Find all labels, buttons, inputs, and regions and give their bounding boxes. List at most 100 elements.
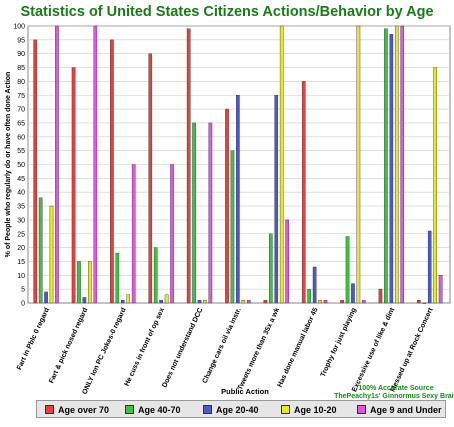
bar-2-0: [44, 291, 48, 304]
legend-label: Age 10-20: [294, 405, 337, 415]
legend-swatch: [125, 405, 134, 414]
bar-4-7: [323, 300, 328, 304]
legend-item: Age 20-40: [203, 404, 259, 416]
legend-label: Age over 70: [58, 405, 110, 415]
bar-0-6: [263, 300, 268, 304]
bar-1-10: [422, 302, 427, 304]
y-tick-label: 0: [21, 301, 25, 308]
bar-2-1: [82, 297, 87, 304]
bar-4-1: [93, 25, 98, 304]
y-tick-label: 65: [17, 120, 25, 127]
legend-swatch: [45, 405, 54, 414]
bar-3-5: [241, 300, 246, 304]
y-tick-label: 50: [17, 162, 25, 169]
bar-0-5: [225, 108, 229, 304]
legend-item: Age over 70: [45, 404, 109, 416]
chart-legend: Age over 70 Age 40-70 Age 20-40 Age 10-20 Ag…: [36, 400, 446, 418]
bar-2-4: [197, 300, 202, 304]
y-tick-label: 70: [17, 107, 25, 114]
bar-4-3: [170, 164, 174, 304]
bar-3-3: [164, 294, 169, 304]
bar-2-9: [389, 34, 394, 304]
bar-2-3: [159, 300, 163, 304]
bar-4-6: [285, 219, 289, 304]
bar-2-6: [274, 95, 279, 304]
y-tick-label: 40: [17, 190, 25, 197]
bar-0-1: [71, 67, 76, 304]
y-tick-label: 85: [17, 65, 25, 72]
bar-2-5: [236, 95, 240, 304]
bar-1-0: [38, 197, 43, 304]
legend-label: Age 40-70: [138, 405, 181, 415]
source-annotation-1: ThePeachy1s' Ginnormus Sexy Brain: [334, 393, 454, 400]
bar-2-8: [351, 283, 355, 304]
x-tick-label: Fart & pick nosed regard: [48, 307, 89, 385]
y-tick-label: 35: [17, 204, 25, 211]
bar-3-9: [394, 25, 399, 304]
bar-2-7: [312, 266, 317, 304]
bar-0-7: [301, 81, 306, 304]
bar-3-6: [279, 25, 284, 304]
legend-swatch: [203, 405, 212, 414]
bar-3-8: [356, 25, 361, 304]
bar-1-6: [269, 233, 273, 304]
bar-0-0: [33, 39, 37, 304]
bar-0-10: [417, 300, 421, 304]
x-tick-label: Trophy for just playing: [320, 307, 358, 378]
y-tick-label: 20: [17, 245, 25, 252]
y-tick-label: 15: [17, 259, 25, 266]
bar-1-9: [384, 28, 388, 304]
y-tick-label: 80: [17, 79, 25, 86]
bar-3-1: [88, 261, 92, 304]
legend-swatch: [281, 405, 290, 414]
bar-2-2: [120, 300, 125, 304]
bar-0-9: [378, 288, 383, 304]
bar-4-10: [438, 275, 443, 304]
bar-3-4: [203, 300, 207, 304]
y-axis-label: % of People who regularly do or have oft…: [5, 72, 12, 258]
bar-3-2: [126, 294, 131, 304]
source-annotation-0: 100% Accurate Source: [358, 385, 433, 392]
legend-label: Age 9 and Under: [370, 405, 442, 415]
x-tick-label: Change cars oil via instr.: [202, 307, 243, 385]
bar-1-3: [153, 247, 158, 304]
y-tick-label: 25: [17, 231, 25, 238]
x-tick-label: ONLY Ion PC Jokes-0 regard: [81, 307, 127, 396]
bar-0-8: [340, 300, 344, 304]
legend-swatch: [357, 405, 366, 414]
x-tick-label: Excessive use of like & dint: [351, 306, 396, 393]
bar-1-4: [192, 122, 196, 304]
bar-4-0: [55, 25, 59, 304]
bar-3-10: [433, 67, 437, 304]
y-tick-label: 60: [17, 134, 25, 141]
bar-4-9: [400, 25, 405, 304]
y-tick-label: 75: [17, 93, 25, 100]
y-tick-label: 100: [13, 24, 25, 31]
legend-item: Age 40-70: [125, 404, 181, 416]
legend-label: Age 20-40: [216, 405, 259, 415]
x-tick-label: Does not understand DCC: [161, 307, 204, 389]
bar-3-0: [49, 205, 54, 304]
bar-2-10: [427, 230, 432, 304]
bar-1-2: [115, 252, 120, 304]
bar-1-8: [345, 236, 350, 304]
bar-4-8: [362, 300, 366, 304]
bar-4-4: [208, 122, 213, 304]
x-tick-label: Tweets more than 35x a wk: [237, 307, 281, 391]
bar-0-2: [110, 39, 114, 304]
x-axis-label: Public Action: [221, 387, 269, 396]
x-tick-label: Has done manual labor 45: [277, 307, 320, 389]
y-tick-label: 90: [17, 51, 25, 58]
chart-title: Statistics of United States Citizens Act…: [20, 4, 433, 20]
bar-3-7: [318, 300, 322, 304]
legend-item: Age 10-20: [281, 404, 337, 416]
y-tick-label: 55: [17, 148, 25, 155]
bar-4-2: [131, 164, 136, 304]
bar-4-5: [246, 300, 251, 304]
bar-0-4: [186, 28, 191, 304]
x-tick-label: Fart in Pblc 0 regard: [16, 307, 51, 371]
bar-1-1: [77, 261, 81, 304]
bar-1-7: [307, 288, 311, 304]
y-tick-label: 30: [17, 217, 25, 224]
